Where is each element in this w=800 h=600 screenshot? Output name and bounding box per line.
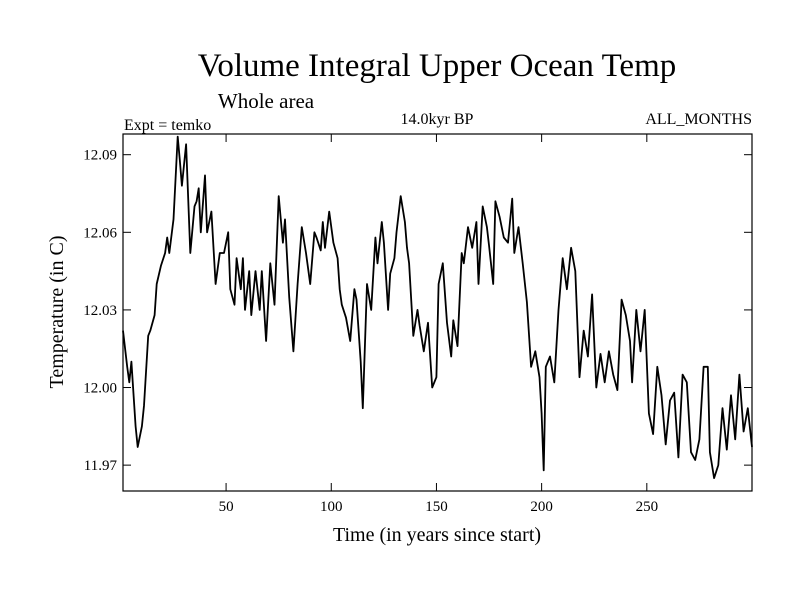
- plot-frame: [122, 133, 753, 492]
- y-tick-label: 12.06: [83, 225, 117, 241]
- y-axis-label: Temperature (in C): [46, 236, 68, 389]
- y-axis: 11.97 12.00 12.03 12.06 12.09: [83, 148, 752, 474]
- period-label: 14.0kyr BP: [401, 111, 474, 128]
- x-tick-label: 250: [636, 499, 659, 515]
- x-tick-label: 100: [320, 499, 343, 515]
- x-axis-label: Time (in years since start): [333, 524, 541, 546]
- temperature-series-line: [122, 135, 753, 479]
- y-tick-label: 11.97: [84, 458, 118, 474]
- months-label: ALL_MONTHS: [645, 111, 752, 128]
- y-tick-label: 12.03: [83, 303, 117, 319]
- chart-subtitle: Whole area: [218, 89, 315, 113]
- x-tick-label: 50: [219, 499, 234, 515]
- x-axis: 50 100 150 200 250: [219, 134, 658, 515]
- x-tick-label: 150: [425, 499, 448, 515]
- y-tick-label: 12.00: [83, 381, 117, 397]
- x-tick-label: 200: [530, 499, 553, 515]
- y-tick-label: 12.09: [83, 148, 117, 164]
- expt-label: Expt = temko: [124, 117, 211, 134]
- chart-title: Volume Integral Upper Ocean Temp: [198, 48, 676, 84]
